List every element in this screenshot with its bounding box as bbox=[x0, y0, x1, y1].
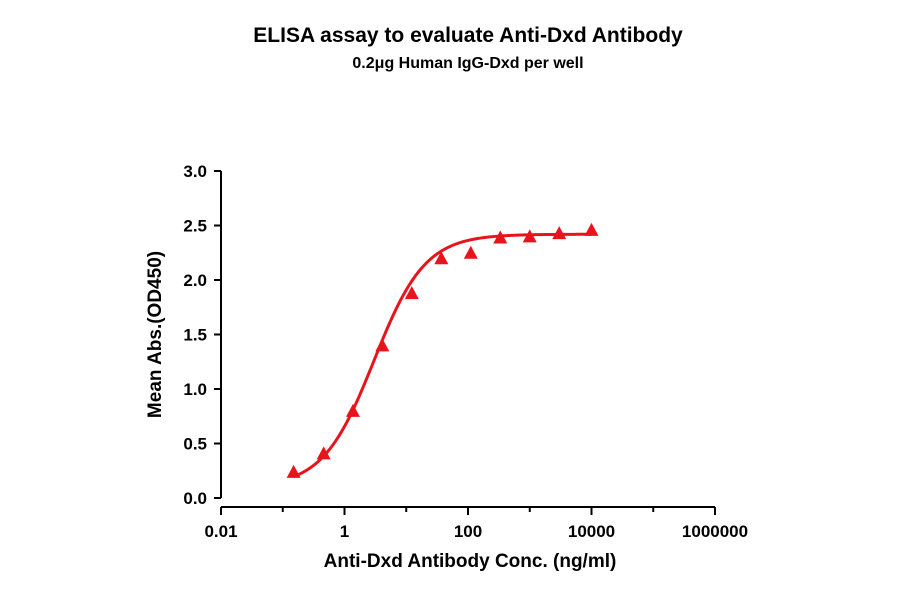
y-axis-title: Mean Abs.(OD450) bbox=[145, 251, 166, 418]
data-point bbox=[345, 403, 360, 417]
y-tick-label: 0.5 bbox=[183, 435, 207, 454]
fit-layer bbox=[293, 232, 592, 479]
x-tick-label: 1000000 bbox=[682, 522, 748, 541]
data-point bbox=[316, 446, 331, 460]
data-point bbox=[493, 230, 508, 244]
x-tick-label: 1 bbox=[340, 522, 349, 541]
data-point bbox=[286, 464, 301, 478]
y-tick-label: 3.0 bbox=[183, 162, 207, 181]
data-point bbox=[552, 226, 567, 240]
data-point bbox=[375, 338, 390, 352]
chart-title: ELISA assay to evaluate Anti-Dxd Antibod… bbox=[253, 24, 683, 47]
points-layer bbox=[286, 222, 599, 478]
y-tick-label: 1.0 bbox=[183, 380, 207, 399]
data-point bbox=[434, 251, 449, 265]
x-tick-label: 100 bbox=[454, 522, 482, 541]
y-tick-label: 1.5 bbox=[183, 326, 207, 345]
data-point bbox=[463, 245, 478, 259]
fit-curve bbox=[293, 232, 592, 479]
axes: 0.0 0.5 1.0 1.5 2.0 2.5 3.0 0.01 1 100 10000 100000… bbox=[183, 162, 748, 541]
data-point bbox=[522, 229, 537, 243]
x-axis-title: Anti-Dxd Antibody Conc. (ng/ml) bbox=[324, 551, 617, 572]
y-tick-label: 2.5 bbox=[183, 217, 207, 236]
y-tick-label: 2.0 bbox=[183, 271, 207, 290]
data-point bbox=[584, 222, 599, 236]
chart-subtitle: 0.2μg Human IgG-Dxd per well bbox=[352, 55, 584, 72]
x-tick-label: 0.01 bbox=[204, 522, 237, 541]
y-tick-label: 0.0 bbox=[183, 489, 207, 508]
data-point bbox=[404, 286, 419, 300]
x-tick-label: 10000 bbox=[568, 522, 615, 541]
